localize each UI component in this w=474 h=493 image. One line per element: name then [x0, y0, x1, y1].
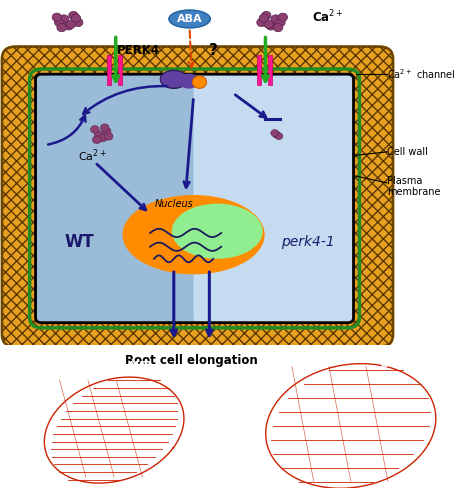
Text: 50 μm: 50 μm	[259, 470, 281, 476]
Circle shape	[64, 22, 73, 30]
Circle shape	[52, 13, 62, 21]
Text: perk4-1: perk4-1	[380, 357, 431, 370]
Ellipse shape	[179, 73, 199, 89]
Circle shape	[271, 130, 279, 137]
Circle shape	[192, 76, 207, 88]
Circle shape	[100, 124, 109, 132]
Bar	[118, 55, 122, 85]
Circle shape	[264, 20, 273, 28]
Circle shape	[99, 134, 107, 142]
Circle shape	[257, 18, 266, 27]
Circle shape	[276, 18, 285, 27]
Ellipse shape	[172, 204, 263, 259]
Text: ?: ?	[209, 42, 218, 58]
Circle shape	[262, 11, 271, 20]
Circle shape	[55, 18, 64, 27]
Circle shape	[92, 136, 101, 143]
Circle shape	[273, 24, 283, 32]
Circle shape	[266, 22, 276, 30]
Circle shape	[104, 133, 113, 140]
Circle shape	[259, 14, 269, 22]
Circle shape	[57, 24, 66, 32]
Text: ABA: ABA	[177, 14, 202, 24]
FancyBboxPatch shape	[2, 46, 393, 347]
FancyBboxPatch shape	[36, 74, 205, 322]
Ellipse shape	[122, 195, 264, 274]
Ellipse shape	[160, 70, 187, 88]
Text: 50 μm: 50 μm	[27, 468, 49, 474]
Circle shape	[94, 131, 103, 139]
Circle shape	[69, 11, 78, 20]
Text: WT: WT	[130, 360, 151, 373]
Text: WT: WT	[64, 233, 94, 250]
Text: Ca$^{2+}$ channel: Ca$^{2+}$ channel	[387, 68, 456, 81]
Bar	[257, 55, 261, 85]
Text: Nucleus: Nucleus	[155, 199, 193, 209]
Circle shape	[91, 126, 99, 133]
Bar	[107, 55, 110, 85]
Circle shape	[59, 15, 69, 23]
Text: Ca$^{2+}$: Ca$^{2+}$	[312, 9, 344, 26]
Bar	[268, 55, 272, 85]
FancyBboxPatch shape	[193, 74, 354, 322]
Circle shape	[73, 18, 83, 27]
Circle shape	[278, 13, 288, 21]
Circle shape	[71, 14, 81, 22]
Ellipse shape	[169, 10, 210, 28]
Text: Root cell elongation: Root cell elongation	[125, 354, 258, 367]
Text: PERK4: PERK4	[117, 43, 160, 57]
Circle shape	[102, 127, 111, 135]
Text: perk4-1: perk4-1	[281, 235, 335, 248]
Text: Plasma
membrane: Plasma membrane	[387, 176, 441, 197]
Circle shape	[66, 20, 76, 28]
Circle shape	[275, 133, 283, 140]
Text: Ca$^{2+}$: Ca$^{2+}$	[78, 147, 107, 164]
Circle shape	[271, 15, 281, 23]
Circle shape	[273, 131, 281, 138]
Text: Cell wall: Cell wall	[387, 147, 428, 157]
